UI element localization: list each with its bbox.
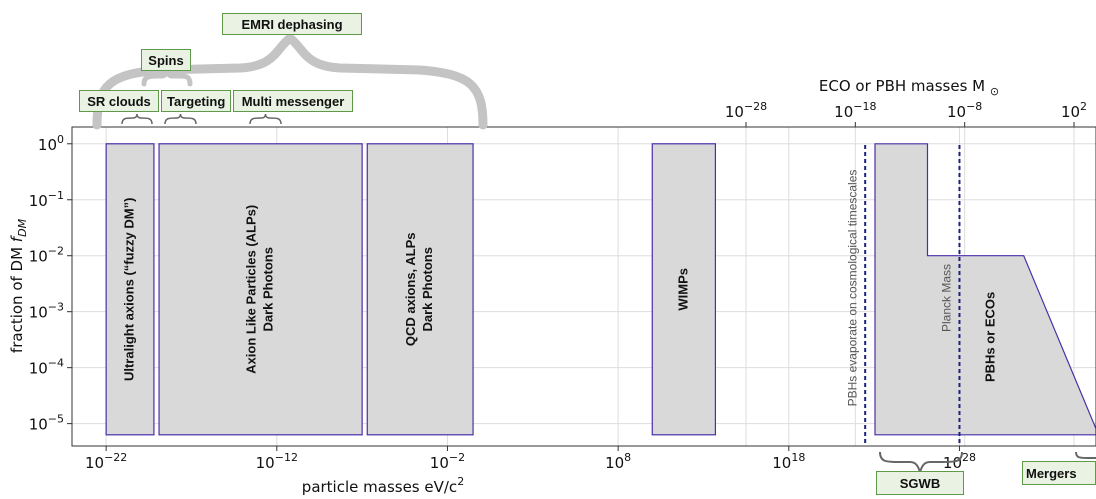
tag-emri-dephasing: EMRI dephasing	[222, 13, 362, 35]
dm-regions: Ultralight axions (“fuzzy DM”) Axion Like…	[105, 143, 1096, 436]
y-tick-label: 10−1	[29, 189, 64, 210]
region-wimps	[651, 143, 717, 436]
tag-mergers: Mergers	[1022, 461, 1096, 485]
y-tick-label: 10−2	[29, 245, 64, 266]
y-axis-ticks: 100 10−1 10−2 10−3 10−4 10−5	[29, 133, 72, 434]
top-tick-label: 102	[1061, 100, 1087, 121]
y-tick-label: 10−3	[29, 301, 64, 322]
brace-multi-messenger	[249, 113, 282, 125]
region-label-qcd-axions: QCD axions, ALPs	[403, 232, 418, 346]
x-tick-label: 1018	[772, 451, 805, 472]
plot-frame	[71, 126, 1096, 447]
x-axis-label: particle masses eV/c2	[302, 475, 464, 496]
x-tick-label: 10−12	[256, 451, 298, 472]
bottom-axis-ticks: 10−22 10−12 10−2 108 1018 1028	[85, 446, 976, 472]
region-label-ultralight-axions: Ultralight axions (“fuzzy DM”)	[121, 198, 136, 381]
vertical-reference-lines: Planck Mass PBHs evaporate on cosmologica…	[845, 145, 961, 446]
tag-targeting: Targeting	[161, 90, 231, 112]
x-tick-label: 108	[605, 451, 631, 472]
region-alps-dark-photons	[158, 143, 363, 436]
vline-label-0: Planck Mass	[940, 264, 954, 332]
region-label-alps-dark-photons: Dark Photons	[261, 247, 276, 332]
top-axis-ticks: 10−28 10−18 10−8 102	[725, 100, 1087, 127]
region-label-alps-dark-photons: Axion Like Particles (ALPs)	[244, 205, 259, 374]
x-tick-label: 10−22	[85, 451, 127, 472]
vline-label-1: PBHs evaporate on cosmological timescale…	[845, 170, 859, 407]
brace-emri	[92, 32, 488, 130]
region-label-qcd-axions: Dark Photons	[420, 247, 435, 332]
y-tick-label: 100	[38, 133, 64, 154]
region-qcd-axions	[366, 143, 474, 436]
region-label-pbhs-ecos: PBHs or ECOs	[982, 292, 997, 382]
axis-labels: particle masses eV/c2 ECO or PBH masses M…	[8, 77, 999, 496]
y-tick-label: 10−4	[29, 357, 64, 378]
tag-sgwb: SGWB	[876, 471, 964, 495]
region-ultralight-axions	[105, 143, 155, 436]
y-tick-label: 10−5	[29, 413, 64, 434]
top-tick-label: 10−28	[725, 100, 767, 121]
region-pbhs-ecos	[874, 143, 1096, 436]
x-tick-label: 1028	[943, 451, 976, 472]
brace-sr-clouds	[121, 113, 153, 125]
tag-spins: Spins	[141, 49, 191, 71]
y-axis-label: fraction of DM fDM	[8, 218, 29, 353]
brace-targeting	[164, 113, 197, 125]
tag-sr-clouds: SR clouds	[79, 90, 159, 112]
brace-mergers	[1075, 451, 1096, 459]
tag-multi-messenger: Multi messenger	[233, 90, 353, 112]
region-label-wimps: WIMPs	[675, 268, 690, 311]
top-tick-label: 10−8	[947, 100, 982, 121]
top-axis-label: ECO or PBH masses M ⊙	[819, 77, 999, 98]
top-tick-label: 10−18	[834, 100, 876, 121]
x-tick-label: 10−2	[430, 451, 465, 472]
